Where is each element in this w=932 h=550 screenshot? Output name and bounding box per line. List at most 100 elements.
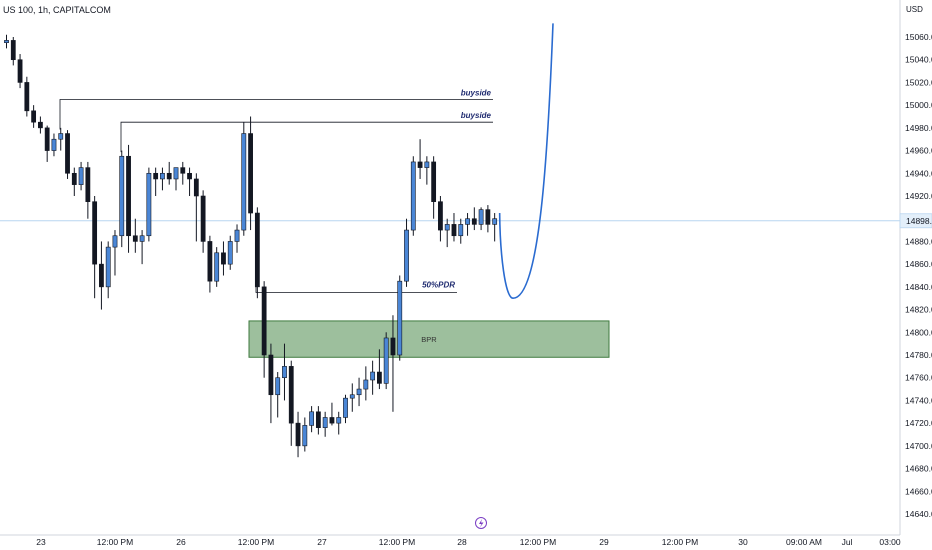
candle-body-bear <box>200 195 206 242</box>
candle <box>99 241 104 310</box>
candle <box>119 150 125 248</box>
candle <box>295 411 301 458</box>
candle-body-bull <box>214 252 220 282</box>
candle <box>444 218 450 248</box>
candle <box>478 207 484 231</box>
y-tick-label: 14740.0 <box>905 395 932 405</box>
candle <box>221 241 226 276</box>
y-tick-label: 15040.0 <box>905 55 932 65</box>
buyside-line-2[interactable] <box>120 121 493 153</box>
candle-body-bull <box>444 224 450 231</box>
candle-body-bear <box>295 422 301 447</box>
candle-body-bull <box>397 280 403 356</box>
candle <box>261 281 267 378</box>
candle <box>139 230 145 265</box>
candle-body-bull <box>112 235 118 248</box>
candle <box>410 156 416 236</box>
y-tick-label: 14780.0 <box>905 350 932 360</box>
candle <box>31 105 37 128</box>
candle-body-bear <box>261 286 267 356</box>
candle-body-bull <box>234 229 240 242</box>
candle-body-bear <box>153 172 159 180</box>
x-tick-label: 12:00 PM <box>662 537 698 547</box>
candle-body-bear <box>248 133 253 214</box>
candle <box>309 406 314 433</box>
x-tick-label: Jul <box>842 537 853 547</box>
bolt-icon[interactable] <box>475 517 487 529</box>
candle <box>4 34 9 49</box>
candle <box>376 349 382 390</box>
candle-body-bear <box>85 167 91 202</box>
x-tick-label: 12:00 PM <box>379 537 415 547</box>
bolt-icon-glyph <box>479 519 484 528</box>
bpr-zone[interactable] <box>248 320 610 358</box>
projection-curve[interactable] <box>498 23 554 300</box>
candle-body-bull <box>370 371 376 381</box>
y-tick-label: 14940.0 <box>905 168 932 178</box>
y-tick-label: 15000.0 <box>905 100 932 110</box>
x-tick-label: 30 <box>738 537 748 547</box>
candle-body-bull <box>51 138 57 151</box>
candle <box>431 156 437 219</box>
x-tick-label: 27 <box>317 537 327 547</box>
candle <box>166 161 172 185</box>
x-tick-label: 29 <box>599 537 609 547</box>
candle <box>471 207 477 231</box>
candle-body-bull <box>241 133 247 231</box>
candle-body-bull <box>160 172 165 180</box>
candle <box>112 230 118 276</box>
candle <box>315 406 321 435</box>
y-tick-label: 14660.0 <box>905 486 932 496</box>
candle <box>58 127 64 151</box>
candle <box>288 360 294 446</box>
candle-body-bear <box>71 172 77 185</box>
candle <box>227 235 233 270</box>
candle-body-bear <box>329 417 335 424</box>
candle-body-bull <box>58 133 64 140</box>
candle <box>37 116 43 134</box>
candle <box>187 167 192 196</box>
buyside-line-1[interactable] <box>59 99 493 130</box>
candle <box>71 167 77 196</box>
bpr-zone-label: BPR <box>421 335 437 344</box>
candle-body-bear <box>44 127 50 151</box>
x-tick-label: 23 <box>36 537 46 547</box>
candle <box>465 213 470 236</box>
y-tick-label: 14960.0 <box>905 146 932 156</box>
candle <box>24 76 30 117</box>
current-price-tag[interactable] <box>899 213 932 229</box>
candle <box>268 343 274 424</box>
candle <box>349 383 355 412</box>
chart-symbol-title[interactable]: US 100, 1h, CAPITALCOM <box>3 5 111 15</box>
candle-body-bear <box>166 172 172 180</box>
candle <box>254 207 260 299</box>
candle <box>343 394 348 424</box>
x-tick-label: 09:00 AM <box>786 537 822 547</box>
candle-body-bull <box>227 241 233 265</box>
candle-body-bear <box>24 82 30 112</box>
candle <box>17 54 23 89</box>
candle <box>458 218 464 244</box>
candle-body-bull <box>4 40 9 43</box>
candle-body-bull <box>349 394 355 399</box>
candle-body-bull <box>322 417 328 428</box>
y-tick-label: 15060.0 <box>905 32 932 42</box>
buyside-label-1: buyside <box>461 88 492 97</box>
candle-body-bear <box>268 354 274 396</box>
candle-body-bull <box>282 366 287 379</box>
candle-body-bull <box>78 167 84 185</box>
y-tick-label: 14760.0 <box>905 373 932 383</box>
candle-body-bull <box>383 337 389 384</box>
candle-body-bear <box>65 133 70 174</box>
candle-body-bear <box>471 218 477 225</box>
x-tick-label: 26 <box>176 537 186 547</box>
candle <box>180 161 186 185</box>
candle-body-bull <box>105 246 111 288</box>
candle <box>241 122 247 236</box>
candle-body-bear <box>288 366 294 424</box>
candle-body-bull <box>336 417 342 424</box>
candle <box>126 144 131 253</box>
candle <box>322 411 328 437</box>
candle-body-bear <box>180 167 186 174</box>
